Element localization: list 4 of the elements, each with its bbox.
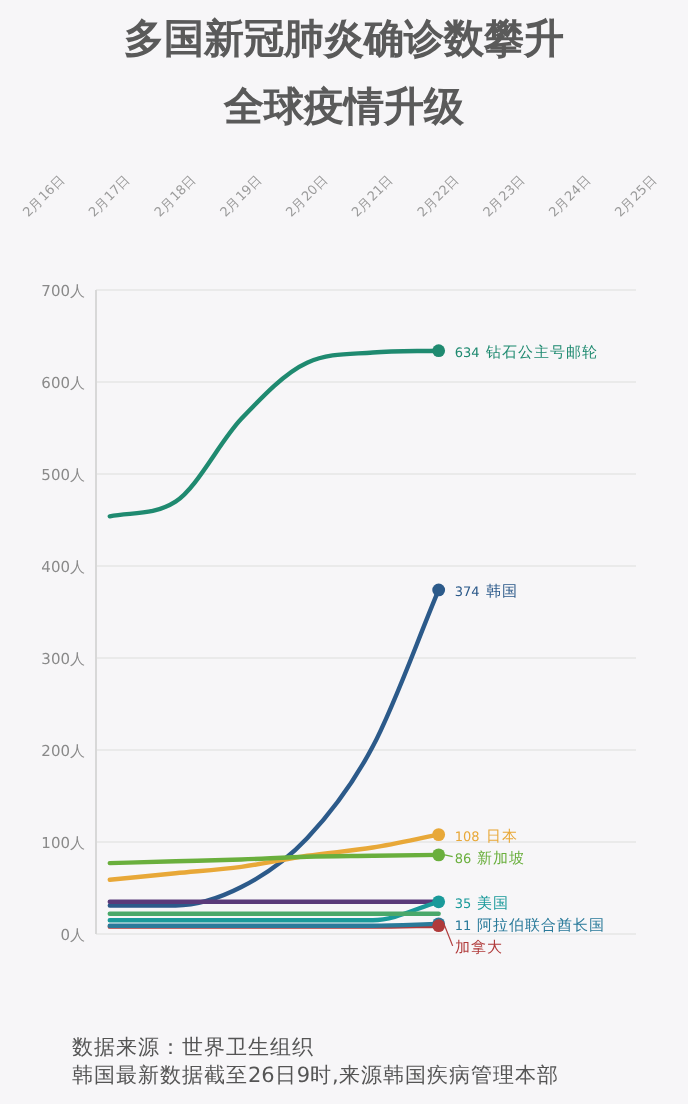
source-note: 数据来源：世界卫生组织 (72, 1034, 314, 1060)
chart-subtitle: 全球疫情升级 (222, 82, 466, 130)
text: 韩国最新数据截至26日9时,来源韩国疾病管理本部 (72, 1062, 559, 1088)
chart-title: 多国新冠肺炎确诊数攀升 (124, 14, 564, 62)
